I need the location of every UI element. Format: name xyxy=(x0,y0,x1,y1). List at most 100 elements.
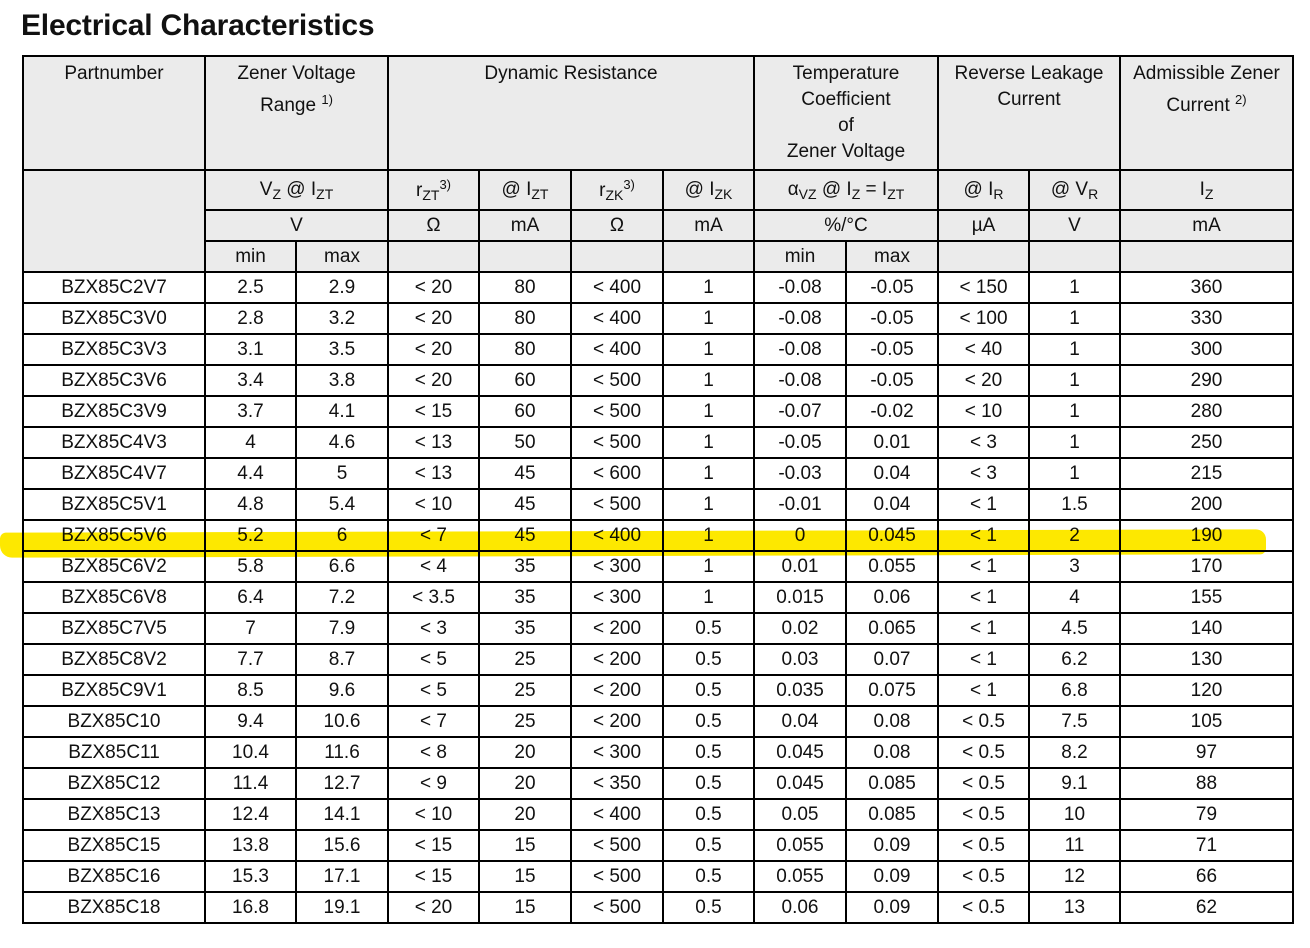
cell-alpha-min: -0.01 xyxy=(753,488,847,521)
table-row: BZX85C16 15.3 17.1 < 15 15 < 500 0.5 0.055 0.09 <… xyxy=(22,860,1294,893)
cell-izt: 35 xyxy=(478,581,572,614)
cell-vz-min: 11.4 xyxy=(204,767,297,800)
header-dynamic-resistance: Dynamic Resistance xyxy=(387,55,755,171)
cell-iz: 360 xyxy=(1119,271,1294,304)
symbol-iz: IZ xyxy=(1119,169,1294,211)
cell-vz-min: 13.8 xyxy=(204,829,297,862)
cell-partnumber: BZX85C5V1 xyxy=(22,488,206,521)
cell-vz-max: 14.1 xyxy=(295,798,389,831)
cell-rzt: < 10 xyxy=(387,488,480,521)
cell-iz: 79 xyxy=(1119,798,1294,831)
table-row: BZX85C18 16.8 19.1 < 20 15 < 500 0.5 0.06 0.09 < … xyxy=(22,891,1294,924)
table-row: BZX85C3V9 3.7 4.1 < 15 60 < 500 1 -0.07 -0.02 < 1… xyxy=(22,395,1294,428)
cell-izk: 0.5 xyxy=(662,829,755,862)
cell-iz: 250 xyxy=(1119,426,1294,459)
cell-vz-max: 7.9 xyxy=(295,612,389,645)
cell-ir: < 20 xyxy=(937,364,1030,397)
cell-vz-min: 16.8 xyxy=(204,891,297,924)
cell-vz-min: 3.7 xyxy=(204,395,297,428)
header-reverse-leakage: Reverse Leakage Current xyxy=(937,55,1121,171)
cell-rzt: < 13 xyxy=(387,426,480,459)
cell-izk: 0.5 xyxy=(662,767,755,800)
cell-vr: 12 xyxy=(1028,860,1121,893)
blank xyxy=(662,240,755,273)
cell-izk: 1 xyxy=(662,488,755,521)
cell-vz-max: 6.6 xyxy=(295,550,389,583)
cell-vr: 4.5 xyxy=(1028,612,1121,645)
unit-ma: mA xyxy=(478,209,572,242)
cell-izk: 1 xyxy=(662,395,755,428)
cell-izk: 1 xyxy=(662,333,755,366)
cell-partnumber: BZX85C5V6 xyxy=(22,519,206,552)
blank xyxy=(937,240,1030,273)
cell-iz: 215 xyxy=(1119,457,1294,490)
cell-vz-min: 2.5 xyxy=(204,271,297,304)
cell-rzk: < 500 xyxy=(570,488,664,521)
cell-vr: 8.2 xyxy=(1028,736,1121,769)
symbol-izk: @ IZK xyxy=(662,169,755,211)
cell-ir: < 1 xyxy=(937,674,1030,707)
cell-izk: 0.5 xyxy=(662,891,755,924)
unit-ua: µA xyxy=(937,209,1030,242)
cell-vz-min: 6.4 xyxy=(204,581,297,614)
cell-rzt: < 15 xyxy=(387,395,480,428)
label-max: max xyxy=(845,240,939,273)
cell-izk: 1 xyxy=(662,581,755,614)
cell-vz-max: 2.9 xyxy=(295,271,389,304)
cell-iz: 155 xyxy=(1119,581,1294,614)
cell-iz: 170 xyxy=(1119,550,1294,583)
cell-alpha-max: 0.09 xyxy=(845,891,939,924)
cell-partnumber: BZX85C7V5 xyxy=(22,612,206,645)
cell-vz-min: 10.4 xyxy=(204,736,297,769)
cell-izt: 35 xyxy=(478,612,572,645)
cell-rzk: < 600 xyxy=(570,457,664,490)
cell-partnumber: BZX85C18 xyxy=(22,891,206,924)
cell-vz-min: 5.8 xyxy=(204,550,297,583)
cell-alpha-max: 0.06 xyxy=(845,581,939,614)
cell-ir: < 40 xyxy=(937,333,1030,366)
label-min: min xyxy=(204,240,297,273)
table-row: BZX85C12 11.4 12.7 < 9 20 < 350 0.5 0.045 0.085 <… xyxy=(22,767,1294,800)
cell-izt: 60 xyxy=(478,364,572,397)
cell-rzt: < 3 xyxy=(387,612,480,645)
cell-vz-max: 10.6 xyxy=(295,705,389,738)
cell-vr: 1 xyxy=(1028,271,1121,304)
cell-izt: 20 xyxy=(478,767,572,800)
cell-izt: 80 xyxy=(478,271,572,304)
cell-partnumber: BZX85C12 xyxy=(22,767,206,800)
cell-ir: < 0.5 xyxy=(937,798,1030,831)
cell-ir: < 10 xyxy=(937,395,1030,428)
cell-vz-min: 15.3 xyxy=(204,860,297,893)
cell-vz-max: 3.8 xyxy=(295,364,389,397)
cell-izt: 45 xyxy=(478,488,572,521)
cell-vz-min: 4.4 xyxy=(204,457,297,490)
cell-vz-max: 7.2 xyxy=(295,581,389,614)
unit-ma: mA xyxy=(1119,209,1294,242)
cell-alpha-min: 0.02 xyxy=(753,612,847,645)
cell-rzt: < 7 xyxy=(387,705,480,738)
cell-partnumber: BZX85C4V3 xyxy=(22,426,206,459)
cell-vz-min: 2.8 xyxy=(204,302,297,335)
table-row: BZX85C10 9.4 10.6 < 7 25 < 200 0.5 0.04 0.08 < 0.… xyxy=(22,705,1294,738)
blank xyxy=(1119,240,1294,273)
label-min: min xyxy=(753,240,847,273)
cell-izt: 60 xyxy=(478,395,572,428)
cell-vz-max: 5.4 xyxy=(295,488,389,521)
cell-vz-max: 3.2 xyxy=(295,302,389,335)
cell-vr: 2 xyxy=(1028,519,1121,552)
cell-izk: 0.5 xyxy=(662,643,755,676)
cell-iz: 120 xyxy=(1119,674,1294,707)
cell-vz-min: 7 xyxy=(204,612,297,645)
cell-rzk: < 200 xyxy=(570,612,664,645)
cell-rzt: < 20 xyxy=(387,302,480,335)
cell-vr: 6.8 xyxy=(1028,674,1121,707)
cell-alpha-min: 0.045 xyxy=(753,736,847,769)
symbol-alpha-vz: αVZ @ IZ = IZT xyxy=(753,169,939,211)
cell-alpha-min: 0 xyxy=(753,519,847,552)
cell-ir: < 1 xyxy=(937,643,1030,676)
cell-rzk: < 300 xyxy=(570,581,664,614)
cell-vz-max: 4.6 xyxy=(295,426,389,459)
cell-izk: 1 xyxy=(662,426,755,459)
cell-alpha-min: -0.08 xyxy=(753,333,847,366)
